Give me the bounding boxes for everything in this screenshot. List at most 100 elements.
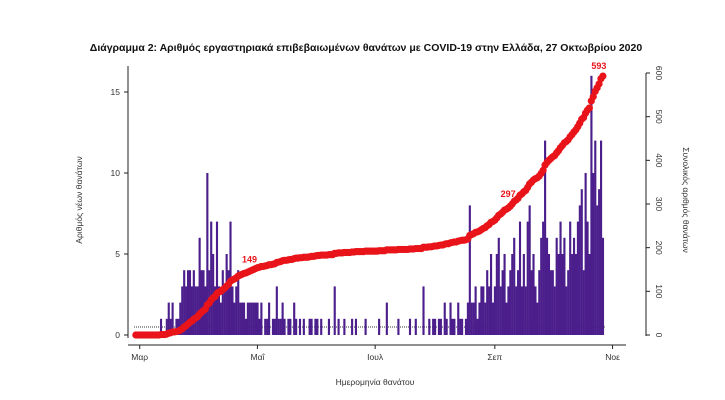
daily-deaths-bar — [480, 286, 483, 335]
daily-deaths-bar — [233, 302, 236, 335]
daily-deaths-bar — [302, 318, 305, 335]
daily-deaths-bar — [183, 270, 186, 335]
daily-deaths-bar — [588, 254, 591, 335]
axes-layer: 0 5 10 15 0 100 200 300 400 500 600 Μαρ Μαΐ Ιουλ Σεπ Νο… — [111, 66, 664, 362]
y-tick-label: 15 — [111, 87, 121, 97]
daily-deaths-bar — [571, 254, 574, 335]
daily-deaths-bar — [457, 302, 460, 335]
daily-deaths-bar — [505, 302, 508, 335]
daily-deaths-bar — [476, 318, 479, 335]
daily-deaths-bar — [486, 270, 489, 335]
cumulative-point — [599, 72, 607, 80]
daily-deaths-bar — [584, 173, 587, 335]
daily-deaths-bar — [596, 205, 599, 335]
daily-deaths-bar — [310, 318, 313, 335]
daily-deaths-bar — [264, 318, 267, 335]
daily-deaths-bar — [337, 318, 340, 335]
daily-deaths-bar — [225, 254, 228, 335]
daily-deaths-bar — [277, 318, 280, 335]
daily-deaths-bar — [250, 302, 253, 335]
daily-deaths-bar — [576, 221, 579, 335]
daily-deaths-bar — [188, 270, 192, 335]
daily-deaths-bar — [542, 221, 545, 335]
daily-deaths-bar — [501, 270, 504, 335]
daily-deaths-bar — [192, 270, 195, 335]
daily-deaths-bar — [241, 302, 244, 335]
daily-deaths-bar — [308, 318, 311, 335]
daily-deaths-bar — [364, 318, 367, 335]
daily-deaths-bar — [511, 254, 514, 335]
daily-deaths-bar — [499, 286, 502, 335]
daily-deaths-bar — [601, 237, 605, 335]
x-tick-label: Νοε — [605, 352, 620, 362]
daily-deaths-bar — [567, 270, 570, 335]
y-tick-label: 0 — [115, 330, 120, 340]
daily-deaths-bar — [397, 318, 400, 335]
daily-deaths-bar — [351, 318, 354, 335]
daily-deaths-bar — [534, 286, 537, 335]
cumulative-line-layer: 149 297 593 — [132, 61, 607, 339]
daily-deaths-bar — [488, 286, 491, 335]
daily-deaths-bar — [563, 237, 566, 335]
daily-deaths-bar — [279, 318, 282, 335]
daily-deaths-bar — [524, 286, 527, 335]
daily-deaths-bar — [517, 270, 520, 335]
daily-deaths-bar — [239, 302, 242, 335]
daily-deaths-bar — [578, 205, 581, 335]
daily-deaths-bar — [198, 237, 201, 335]
daily-deaths-bar — [561, 254, 564, 335]
y-tick-label: 10 — [111, 168, 121, 178]
daily-deaths-bar — [545, 237, 549, 335]
daily-deaths-bar — [549, 270, 552, 335]
daily-deaths-bar — [275, 286, 278, 335]
y2-tick-label: 0 — [654, 333, 664, 338]
daily-deaths-bar — [287, 318, 290, 335]
daily-deaths-bar — [478, 302, 481, 335]
daily-deaths-bar — [559, 221, 562, 335]
daily-deaths-bar — [474, 286, 477, 335]
daily-deaths-bar — [260, 302, 263, 335]
x-tick-label: Μαρ — [131, 352, 148, 362]
daily-deaths-bar — [221, 270, 224, 335]
daily-deaths-bar — [333, 286, 336, 335]
daily-deaths-bar — [293, 302, 296, 335]
daily-deaths-bar — [574, 254, 578, 335]
daily-deaths-bar — [408, 318, 412, 335]
daily-deaths-bar — [536, 302, 539, 335]
daily-deaths-bar — [466, 302, 469, 335]
daily-deaths-bar — [451, 318, 454, 335]
daily-deaths-bar — [484, 302, 487, 335]
daily-deaths-bar — [227, 270, 230, 335]
daily-deaths-bar — [175, 318, 178, 335]
daily-deaths-bar — [327, 318, 331, 335]
daily-deaths-bar — [414, 318, 417, 335]
daily-deaths-bar — [489, 254, 493, 335]
daily-deaths-bar — [518, 221, 522, 335]
daily-deaths-bar — [582, 270, 585, 335]
daily-deaths-bar — [432, 318, 435, 335]
daily-deaths-bar — [493, 286, 496, 335]
daily-deaths-bar — [167, 302, 170, 335]
daily-deaths-bar — [472, 302, 475, 335]
x-tick-label: Σεπ — [487, 352, 502, 362]
daily-deaths-bar — [190, 286, 193, 335]
cumulative-annotation: 297 — [501, 189, 516, 199]
daily-deaths-bar — [268, 302, 271, 335]
daily-deaths-bar — [453, 318, 456, 335]
x-tick-label: Μαΐ — [250, 352, 265, 362]
daily-deaths-bar — [509, 270, 512, 335]
daily-deaths-bar — [482, 286, 485, 335]
daily-deaths-bar — [569, 221, 572, 335]
daily-deaths-bar — [434, 318, 437, 335]
daily-deaths-bar — [295, 318, 298, 335]
daily-deaths-bar — [594, 140, 597, 335]
daily-deaths-bar — [289, 318, 292, 335]
daily-deaths-bar — [266, 318, 269, 335]
daily-deaths-bar — [520, 286, 524, 335]
daily-deaths-bar — [580, 189, 583, 335]
daily-deaths-bar — [252, 302, 255, 335]
daily-deaths-bar — [378, 318, 381, 335]
daily-deaths-bar — [246, 302, 249, 335]
daily-deaths-bar — [185, 286, 188, 335]
daily-deaths-bar — [186, 270, 190, 335]
